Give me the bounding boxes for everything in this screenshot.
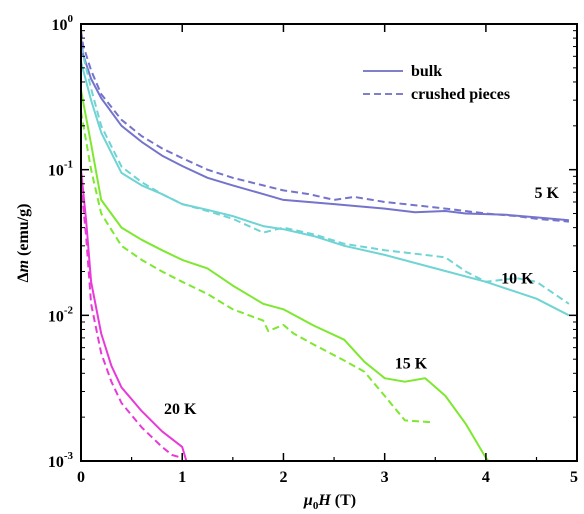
series-label: 20 K bbox=[164, 401, 197, 418]
series-line-15k-bulk bbox=[81, 90, 490, 461]
tick-layer: 0 1 2 3 4 5 100 10-1 10-2 10-3 bbox=[48, 13, 578, 486]
series-labels: 5 K 10 K 15 K 20 K bbox=[164, 185, 559, 418]
x-tick-label: 3 bbox=[381, 469, 389, 486]
series-label: 5 K bbox=[534, 185, 559, 202]
series-line-10k-crushed bbox=[81, 46, 570, 305]
series-line-20k-crushed bbox=[81, 183, 183, 459]
x-tick-label: 5 bbox=[570, 469, 578, 486]
y-tick-label: 10-3 bbox=[48, 450, 74, 471]
series-line-15k-crushed bbox=[81, 111, 431, 424]
series-line-20k-bulk bbox=[81, 169, 188, 461]
series-line-5k-bulk bbox=[81, 37, 569, 222]
legend: bulk crushed pieces bbox=[363, 63, 510, 103]
y-axis-label: Δm (emu/g) bbox=[15, 204, 32, 283]
x-tick-label: 1 bbox=[178, 469, 186, 486]
x-tick-label: 2 bbox=[279, 469, 287, 486]
y-tick-label: 10-2 bbox=[48, 304, 74, 325]
legend-label: bulk bbox=[411, 63, 442, 80]
series-label: 15 K bbox=[395, 356, 428, 373]
x-tick-label: 4 bbox=[482, 469, 490, 486]
y-tick-label: 10-1 bbox=[48, 159, 73, 180]
series-line-10k-bulk bbox=[81, 61, 570, 317]
x-axis-label: μ0H (T) bbox=[303, 492, 356, 512]
series-layer bbox=[81, 30, 570, 461]
series-line-5k-crushed bbox=[81, 30, 569, 223]
plot-frame bbox=[80, 23, 578, 462]
x-tick-label: 0 bbox=[77, 469, 85, 486]
y-tick-label: 100 bbox=[52, 13, 74, 34]
series-label: 10 K bbox=[501, 271, 534, 288]
legend-label: crushed pieces bbox=[411, 86, 510, 103]
